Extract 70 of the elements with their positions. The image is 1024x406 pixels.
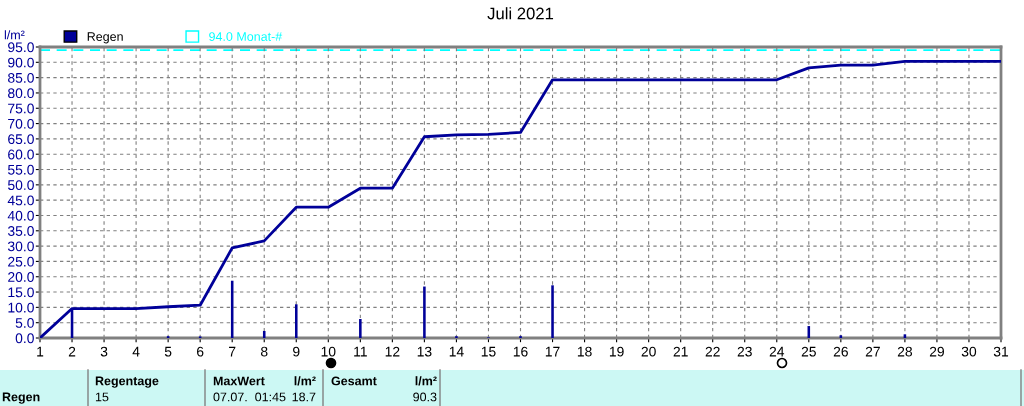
y-tick-label: 95.0: [8, 42, 34, 53]
y-tick-label: 20.0: [8, 272, 34, 282]
chart-title: Juli 2021: [487, 7, 554, 20]
text: Regentage: [95, 376, 159, 388]
x-tick-label: 21: [673, 346, 688, 357]
x-tick-label: 9: [293, 346, 300, 357]
x-tick-label: 16: [513, 346, 528, 357]
x-tick-label: 13: [417, 346, 432, 357]
text: 18.7: [292, 392, 316, 402]
text: 15: [95, 392, 109, 402]
bar: [262, 330, 266, 338]
text: 07.07. 01:45: [213, 392, 286, 402]
x-tick-label: 25: [801, 346, 816, 357]
y-axis-title: l/m²: [4, 30, 25, 40]
y-tick-label: 25.0: [8, 256, 34, 267]
legend-label: Regen: [87, 32, 123, 44]
x-tick-label: 20: [641, 346, 656, 357]
x-tick-label: 24: [769, 346, 785, 357]
text: Gesamt: [331, 376, 377, 386]
y-tick-label: 15.0: [8, 287, 34, 298]
text: Regen: [2, 392, 40, 404]
x-tick-label: 10: [321, 346, 336, 357]
x-tick-label: 31: [993, 346, 1009, 357]
y-tick-label: 50.0: [7, 180, 34, 191]
x-tick-label: 5: [164, 346, 172, 357]
text: 90.3: [413, 392, 437, 402]
bar: [359, 319, 362, 338]
x-tick-label: 6: [197, 346, 204, 357]
text: l/m²: [415, 376, 437, 386]
y-tick-label: 55.0: [7, 164, 34, 175]
y-tick-label: 80.0: [8, 88, 34, 99]
x-tick-label: 2: [68, 346, 76, 357]
x-tick-label: 27: [865, 346, 880, 357]
y-tick-label: 5.0: [15, 318, 34, 328]
x-tick-label: 15: [481, 346, 496, 357]
y-tick-label: 10.0: [8, 302, 34, 313]
x-tick-label: 8: [260, 346, 268, 357]
y-tick-label: 40.0: [7, 210, 34, 221]
x-tick-label: 7: [229, 346, 236, 357]
y-tick-label: 75.0: [8, 103, 34, 114]
bar: [551, 285, 554, 338]
x-tick-label: 1: [37, 346, 44, 357]
text: MaxWert: [213, 376, 265, 386]
legend-label: 94.0 Monat-#: [209, 32, 283, 41]
x-tick-label: 17: [545, 346, 560, 357]
x-tick-label: 22: [705, 346, 720, 357]
x-tick-label: 26: [833, 346, 848, 357]
x-tick-label: 14: [449, 346, 464, 357]
y-tick-label: 45.0: [7, 195, 34, 206]
y-tick-label: 35.0: [7, 226, 34, 236]
bar: [294, 304, 298, 338]
x-tick-label: 12: [385, 346, 400, 357]
y-tick-label: 90.0: [8, 57, 34, 68]
y-tick-label: 30.0: [7, 241, 34, 252]
y-tick-label: 0.0: [15, 333, 34, 344]
x-tick-label: 11: [354, 346, 367, 357]
bar: [423, 286, 426, 338]
x-tick-label: 23: [737, 346, 752, 357]
y-tick-label: 60.0: [8, 149, 34, 160]
y-tick-label: 85.0: [8, 72, 34, 83]
text: l/m²: [294, 376, 316, 386]
y-tick-label: 65.0: [8, 134, 34, 145]
y-tick-label: 70.0: [8, 118, 34, 129]
x-tick-label: 28: [897, 346, 913, 357]
x-tick-label: 29: [929, 346, 944, 357]
x-tick-label: 3: [100, 346, 108, 357]
x-tick-label: 30: [961, 346, 977, 357]
x-tick-label: 18: [577, 346, 592, 357]
x-tick-label: 4: [132, 346, 140, 357]
x-tick-label: 19: [609, 346, 624, 357]
